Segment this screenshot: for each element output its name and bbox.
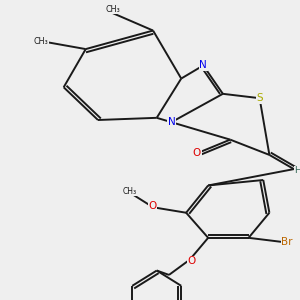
Text: H: H bbox=[294, 166, 300, 175]
Text: O: O bbox=[187, 256, 195, 266]
Text: O: O bbox=[148, 201, 157, 211]
Text: CH₃: CH₃ bbox=[123, 187, 137, 196]
Text: O: O bbox=[193, 148, 201, 158]
Text: N: N bbox=[168, 117, 175, 127]
Text: CH₃: CH₃ bbox=[105, 5, 120, 14]
Text: Br: Br bbox=[281, 237, 293, 247]
Text: N: N bbox=[200, 61, 207, 70]
Text: CH₃: CH₃ bbox=[34, 37, 49, 46]
Text: S: S bbox=[256, 93, 263, 103]
